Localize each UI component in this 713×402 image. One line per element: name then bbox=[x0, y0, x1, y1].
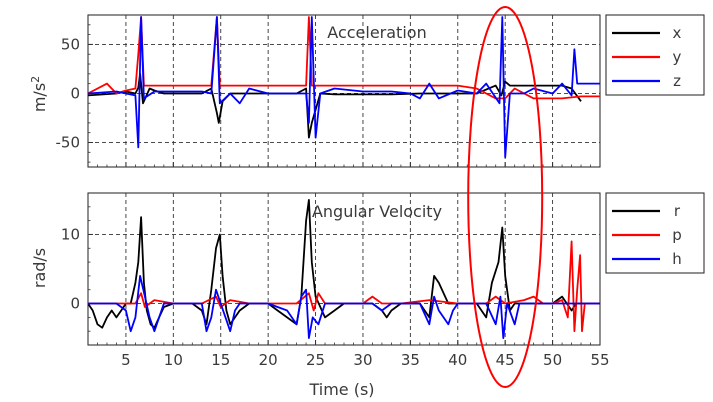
angular-velocity-y-axis-label: rad/s bbox=[30, 248, 49, 288]
time-x-ticks: 5 10 15 20 25 30 35 40 45 50 55 bbox=[121, 351, 609, 369]
acceleration-series-y bbox=[88, 16, 600, 100]
acceleration-panel: -50 0 50 Acceleration m/s2 x y z bbox=[29, 14, 705, 168]
time-x-tick-label: 55 bbox=[590, 351, 609, 369]
time-x-axis-label: Time (s) bbox=[308, 380, 374, 399]
acceleration-y-tick-label: 50 bbox=[61, 35, 80, 53]
angular-velocity-panel: 0 10 5 10 15 20 25 30 35 40 45 50 55 Angular Veloci… bbox=[30, 192, 705, 399]
acceleration-y-unit: m/s bbox=[30, 83, 49, 112]
time-x-tick-label: 15 bbox=[211, 351, 230, 369]
legend-label-y: y bbox=[673, 48, 682, 66]
angular-velocity-series-h bbox=[88, 275, 600, 339]
angular-velocity-series-r bbox=[88, 199, 600, 329]
legend-label-p: p bbox=[672, 226, 682, 244]
time-x-tick-label: 50 bbox=[543, 351, 562, 369]
acceleration-title: Acceleration bbox=[327, 23, 426, 42]
angular-velocity-series bbox=[88, 199, 600, 339]
time-x-tick-label: 40 bbox=[448, 351, 467, 369]
time-x-tick-label: 20 bbox=[259, 351, 278, 369]
angular-velocity-title: Angular Velocity bbox=[312, 202, 442, 221]
acceleration-series-z bbox=[88, 16, 600, 159]
angular-velocity-legend-box bbox=[605, 192, 705, 274]
acceleration-y-tick-label: 0 bbox=[70, 84, 80, 102]
acceleration-y-tick-label: -50 bbox=[56, 133, 81, 151]
legend-label-h: h bbox=[672, 250, 682, 268]
highlight-ellipse bbox=[467, 6, 544, 388]
angular-velocity-y-tick-label: 10 bbox=[61, 225, 80, 243]
angular-velocity-series-p bbox=[88, 240, 600, 333]
acceleration-legend: x y z bbox=[605, 14, 705, 96]
time-x-tick-label: 10 bbox=[164, 351, 183, 369]
legend-label-x: x bbox=[673, 24, 682, 42]
time-x-tick-label: 5 bbox=[121, 351, 131, 369]
acceleration-y-unit-exponent: 2 bbox=[29, 76, 42, 83]
legend-label-r: r bbox=[674, 202, 681, 220]
acceleration-y-ticks: -50 0 50 bbox=[56, 14, 601, 167]
time-x-tick-label: 25 bbox=[306, 351, 325, 369]
acceleration-legend-box bbox=[605, 14, 705, 96]
time-x-tick-label: 45 bbox=[496, 351, 515, 369]
angular-velocity-legend: r p h bbox=[605, 192, 705, 274]
time-x-tick-label: 35 bbox=[401, 351, 420, 369]
acceleration-y-axis-label: m/s2 bbox=[29, 76, 49, 112]
legend-label-z: z bbox=[673, 72, 681, 90]
angular-velocity-y-tick-label: 0 bbox=[70, 295, 80, 313]
time-x-tick-label: 30 bbox=[353, 351, 372, 369]
acceleration-series bbox=[88, 16, 600, 159]
angular-velocity-y-ticks: 0 10 bbox=[61, 192, 601, 346]
